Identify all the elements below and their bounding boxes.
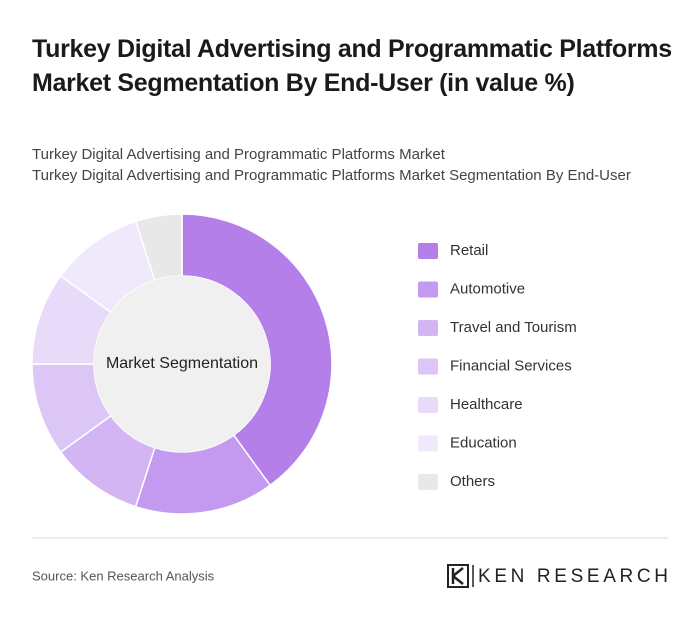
- legend-swatch: [418, 435, 438, 452]
- legend-swatch: [418, 474, 438, 490]
- subtitle: Turkey Digital Advertising and Programma…: [32, 146, 445, 163]
- legend-label: Automotive: [450, 280, 525, 297]
- chart-title: Turkey Digital Advertising and Programma…: [32, 35, 672, 97]
- legend-label: Financial Services: [450, 357, 572, 374]
- legend-swatch: [418, 358, 438, 375]
- legend-label: Education: [450, 434, 517, 451]
- source: Source: Ken Research Analysis: [32, 568, 215, 583]
- legend-label: Retail: [450, 242, 488, 259]
- legend-label: Travel and Tourism: [450, 319, 577, 336]
- donut-center: [94, 276, 270, 452]
- logo-text: KEN RESEARCH: [478, 566, 668, 587]
- legend-swatch: [418, 397, 438, 413]
- legend-swatch: [418, 243, 438, 259]
- legend-swatch: [418, 281, 438, 298]
- legend-label: Healthcare: [450, 396, 523, 413]
- legend-swatch: [418, 320, 438, 336]
- subtitle: Turkey Digital Advertising and Programma…: [32, 167, 631, 184]
- center-label: Market Segmentation: [106, 355, 258, 372]
- legend-label: Others: [450, 473, 495, 490]
- logo-icon: [447, 564, 474, 588]
